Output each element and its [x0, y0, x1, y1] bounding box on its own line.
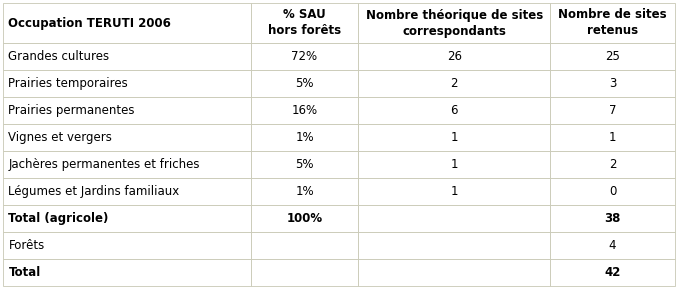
- Text: 2: 2: [609, 158, 616, 171]
- Text: 1: 1: [609, 131, 616, 144]
- Bar: [251, 259, 359, 286]
- Bar: [359, 232, 550, 259]
- Text: 1: 1: [451, 185, 458, 198]
- Bar: [359, 151, 550, 178]
- Text: 16%: 16%: [292, 104, 317, 117]
- Bar: [251, 205, 359, 232]
- Bar: [550, 259, 675, 286]
- Bar: [3, 205, 251, 232]
- Bar: [359, 124, 550, 151]
- Text: 72%: 72%: [292, 50, 317, 63]
- Bar: [550, 97, 675, 124]
- Bar: [3, 232, 251, 259]
- Text: Légumes et Jardins familiaux: Légumes et Jardins familiaux: [8, 185, 180, 198]
- Bar: [3, 124, 251, 151]
- Text: Vignes et vergers: Vignes et vergers: [8, 131, 113, 144]
- Bar: [550, 232, 675, 259]
- Bar: [3, 43, 251, 70]
- Bar: [359, 70, 550, 97]
- Bar: [359, 43, 550, 70]
- Text: % SAU
hors forêts: % SAU hors forêts: [268, 9, 341, 38]
- Bar: [359, 178, 550, 205]
- Bar: [251, 232, 359, 259]
- Text: 1: 1: [451, 158, 458, 171]
- Bar: [550, 178, 675, 205]
- Bar: [550, 124, 675, 151]
- Text: Prairies permanentes: Prairies permanentes: [8, 104, 135, 117]
- Bar: [251, 43, 359, 70]
- Text: 4: 4: [609, 239, 616, 252]
- Text: 0: 0: [609, 185, 616, 198]
- Bar: [3, 70, 251, 97]
- Bar: [251, 124, 359, 151]
- Text: 42: 42: [604, 266, 621, 279]
- Text: Forêts: Forêts: [8, 239, 45, 252]
- Bar: [251, 178, 359, 205]
- Text: 1%: 1%: [295, 185, 314, 198]
- Text: Total: Total: [8, 266, 41, 279]
- Bar: [251, 151, 359, 178]
- Text: Grandes cultures: Grandes cultures: [8, 50, 110, 63]
- Bar: [3, 178, 251, 205]
- Bar: [550, 205, 675, 232]
- Text: Occupation TERUTI 2006: Occupation TERUTI 2006: [8, 17, 172, 30]
- Bar: [251, 3, 359, 43]
- Text: 1: 1: [451, 131, 458, 144]
- Text: Prairies temporaires: Prairies temporaires: [8, 77, 128, 90]
- Text: 5%: 5%: [296, 158, 314, 171]
- Text: 38: 38: [604, 212, 621, 225]
- Text: 6: 6: [451, 104, 458, 117]
- Text: Nombre théorique de sites
correspondants: Nombre théorique de sites correspondants: [365, 9, 543, 38]
- Bar: [3, 259, 251, 286]
- Text: Jachères permanentes et friches: Jachères permanentes et friches: [8, 158, 200, 171]
- Bar: [550, 151, 675, 178]
- Bar: [359, 97, 550, 124]
- Text: 7: 7: [609, 104, 616, 117]
- Bar: [550, 3, 675, 43]
- Text: 3: 3: [609, 77, 616, 90]
- Bar: [3, 97, 251, 124]
- Bar: [359, 259, 550, 286]
- Bar: [251, 70, 359, 97]
- Text: 1%: 1%: [295, 131, 314, 144]
- Text: 100%: 100%: [287, 212, 323, 225]
- Text: Total (agricole): Total (agricole): [8, 212, 108, 225]
- Bar: [359, 205, 550, 232]
- Bar: [359, 3, 550, 43]
- Bar: [550, 43, 675, 70]
- Bar: [3, 151, 251, 178]
- Text: 2: 2: [451, 77, 458, 90]
- Bar: [550, 70, 675, 97]
- Text: Nombre de sites
retenus: Nombre de sites retenus: [558, 9, 667, 38]
- Bar: [3, 3, 251, 43]
- Text: 5%: 5%: [296, 77, 314, 90]
- Bar: [251, 97, 359, 124]
- Text: 26: 26: [447, 50, 462, 63]
- Text: 25: 25: [605, 50, 620, 63]
